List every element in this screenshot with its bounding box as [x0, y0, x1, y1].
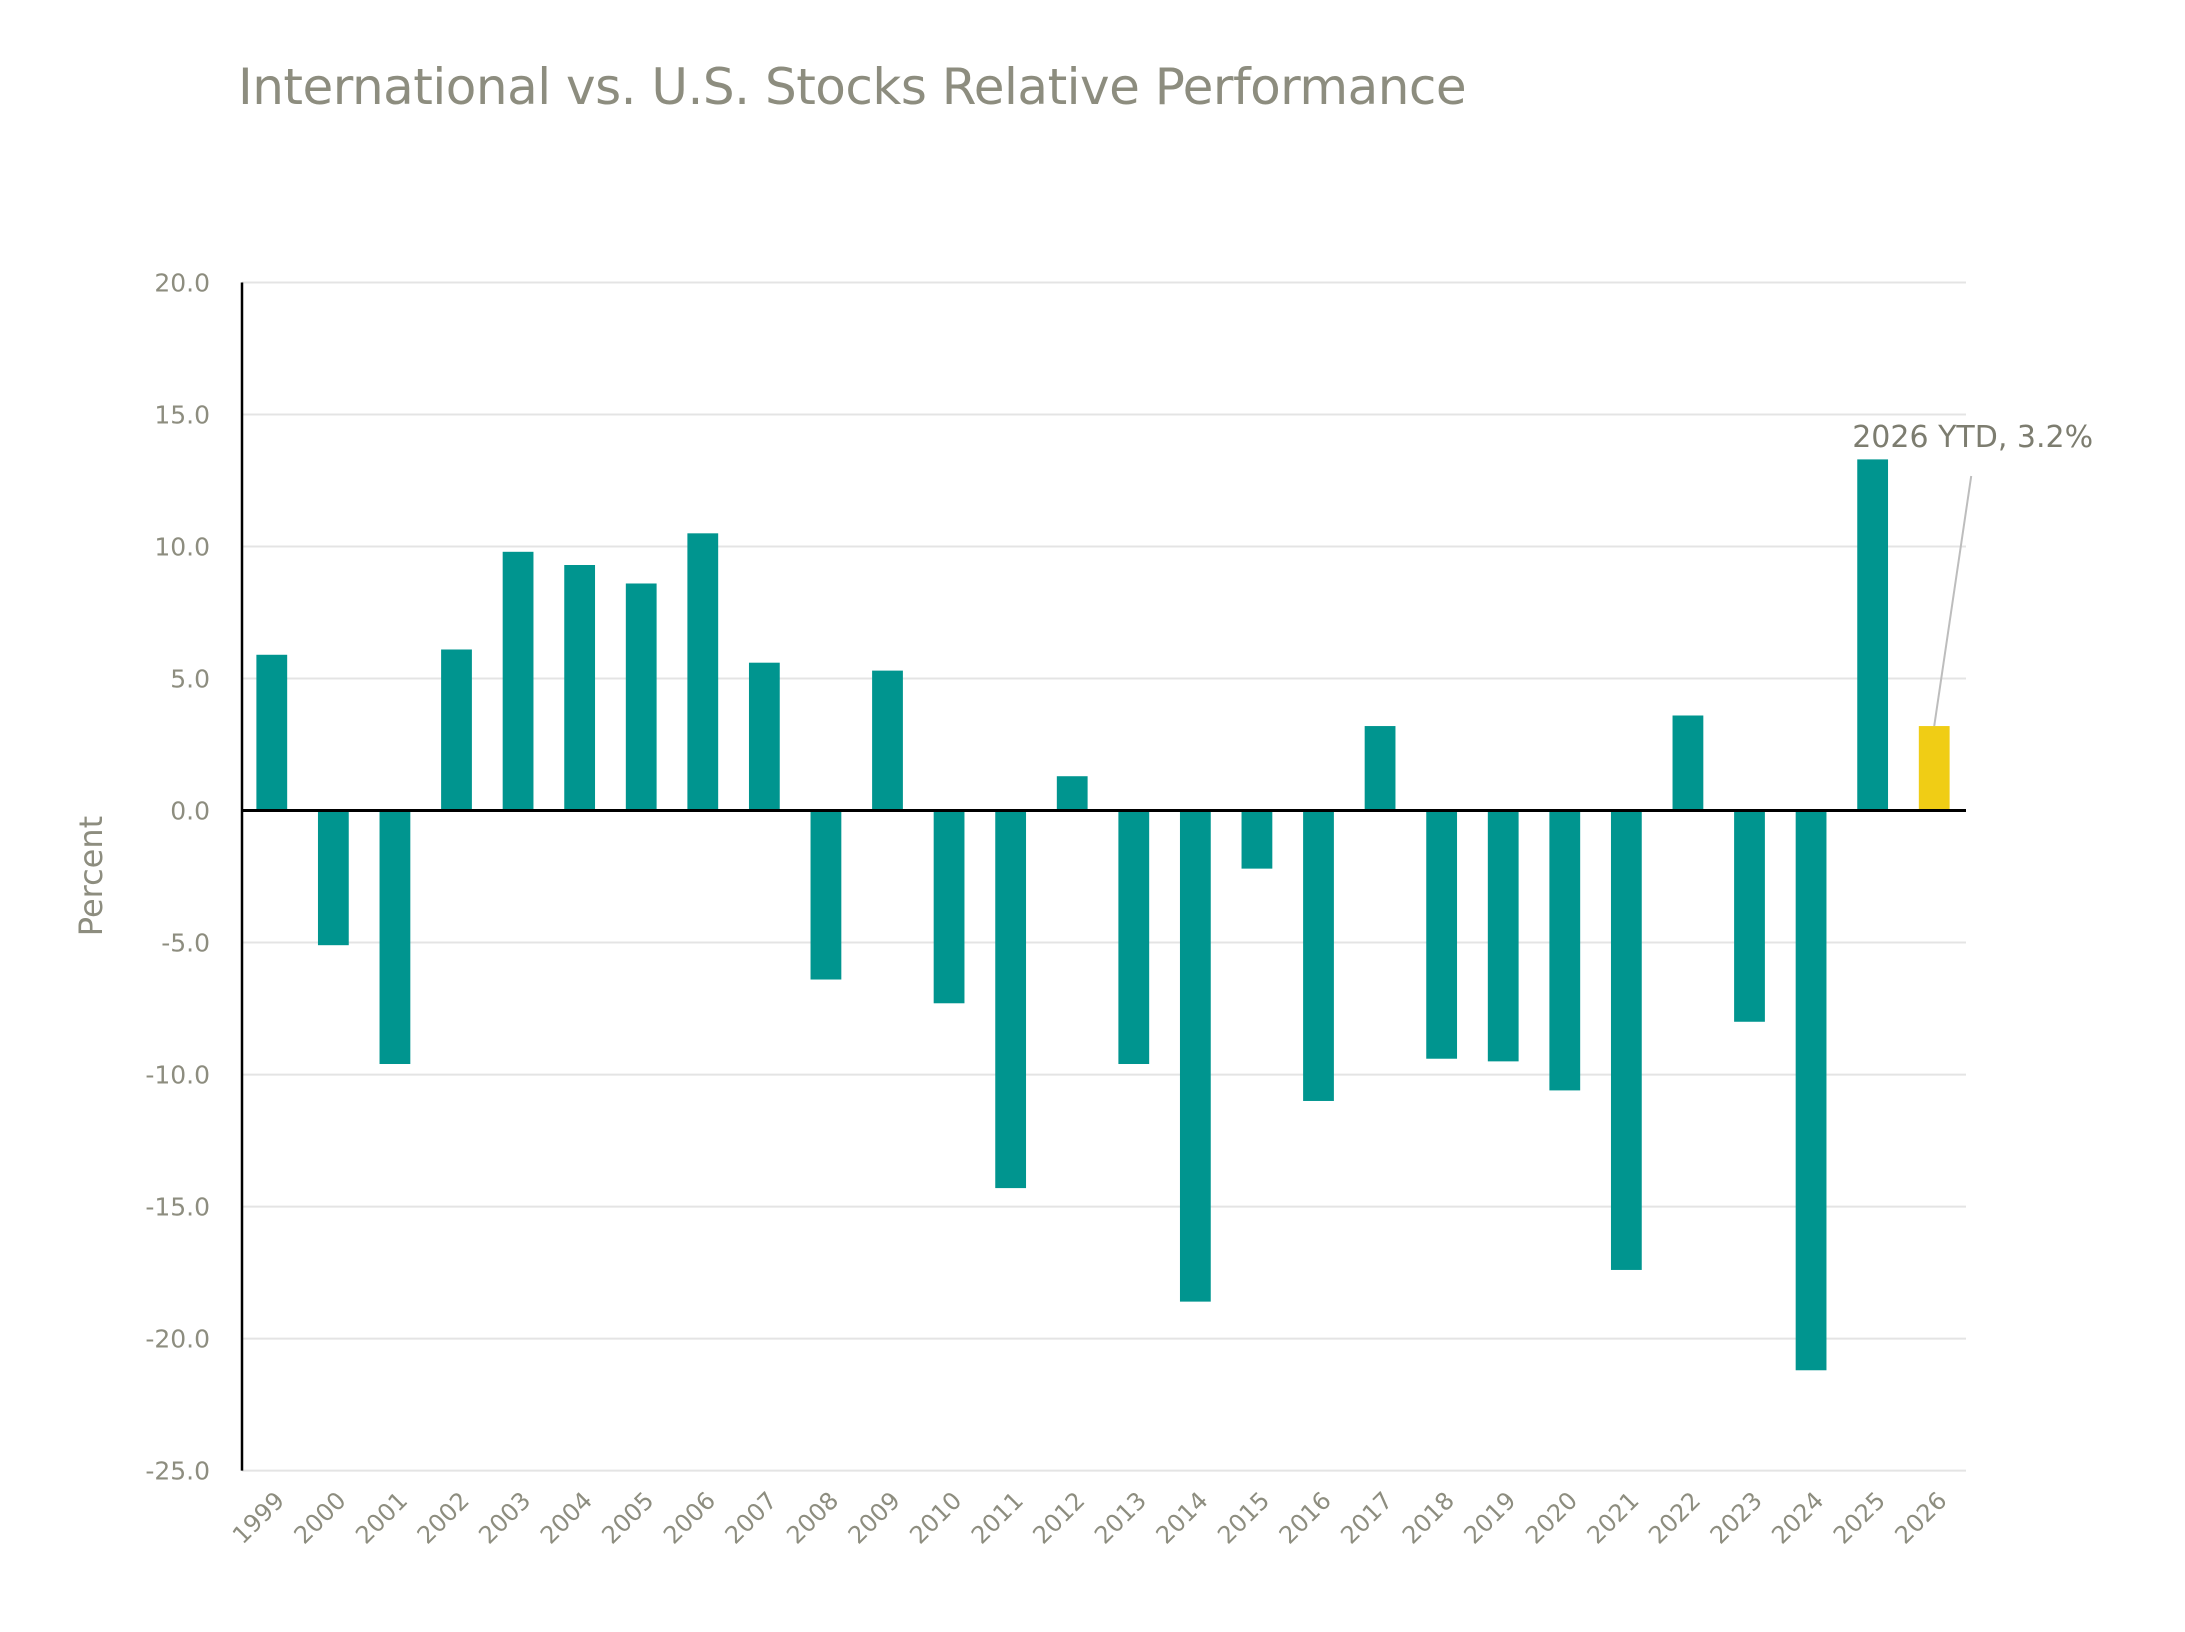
x-tick-label: 2019 [1458, 1486, 1521, 1549]
bar-2013 [1118, 810, 1150, 1065]
bar-2004 [564, 565, 596, 811]
y-tick-label: 15.0 [154, 401, 210, 430]
x-tick-label: 2026 [1889, 1486, 1952, 1549]
y-axis-ticks: 20.0 15.0 10.0 5.0 0.0 -5.0 -10.0 -15.0 -20.0 -25… [145, 269, 210, 1486]
x-tick-label: 2009 [843, 1486, 906, 1549]
x-tick-label: 2001 [350, 1486, 413, 1549]
x-tick-label: 2018 [1397, 1486, 1460, 1549]
bar-2017 [1364, 726, 1396, 811]
bar-2008 [810, 810, 842, 980]
x-tick-label: 2020 [1520, 1486, 1583, 1549]
x-tick-label: 2023 [1705, 1486, 1768, 1549]
y-tick-label: -5.0 [161, 929, 210, 958]
y-tick-label: 10.0 [154, 533, 210, 562]
x-tick-label: 2024 [1766, 1486, 1829, 1549]
x-tick-label: 2002 [412, 1486, 475, 1549]
bar-2009 [872, 670, 903, 811]
x-tick-label: 2022 [1643, 1486, 1706, 1549]
x-tick-label: 2012 [1027, 1486, 1090, 1549]
bar-2006 [687, 533, 719, 811]
x-tick-label: 2006 [658, 1486, 721, 1549]
bar-2026 [1918, 726, 1950, 811]
bar-2022 [1672, 715, 1704, 811]
bar-2014 [1179, 810, 1211, 1302]
annotation-label: 2026 YTD, 3.2% [1852, 420, 2093, 455]
bar-2021 [1610, 810, 1642, 1270]
x-tick-label: 2005 [596, 1486, 659, 1549]
x-tick-label: 1999 [227, 1486, 290, 1549]
bar-2023 [1734, 810, 1765, 1022]
bar-2005 [625, 583, 657, 811]
y-tick-label: -25.0 [145, 1457, 210, 1486]
chart-title: International vs. U.S. Stocks Relative P… [238, 58, 1467, 116]
x-tick-label: 2000 [289, 1486, 352, 1549]
bar-2010 [933, 810, 965, 1004]
x-tick-label: 2013 [1089, 1486, 1152, 1549]
bars [256, 459, 1950, 1371]
x-axis-ticks: 1999200020012002200320042005200620072008… [227, 1486, 1952, 1549]
bar-2003 [502, 551, 534, 811]
y-tick-label: -10.0 [145, 1061, 210, 1090]
x-tick-label: 2003 [473, 1486, 536, 1549]
x-tick-label: 2021 [1582, 1486, 1645, 1549]
x-tick-label: 2010 [904, 1486, 967, 1549]
x-tick-label: 2014 [1151, 1486, 1214, 1549]
y-axis-title: Percent [72, 816, 110, 936]
annotation-leader-line [1933, 475, 1973, 727]
x-tick-label: 2008 [781, 1486, 844, 1549]
bar-2007 [748, 662, 780, 811]
bar-2011 [995, 810, 1027, 1189]
x-tick-label: 2016 [1274, 1486, 1337, 1549]
y-tick-label: 5.0 [170, 665, 210, 694]
bar-1999 [256, 654, 288, 811]
bar-2001 [379, 810, 411, 1065]
bar-2024 [1795, 810, 1827, 1371]
x-tick-label: 2015 [1212, 1486, 1275, 1549]
gridlines [242, 281, 1966, 1472]
bar-2016 [1303, 810, 1334, 1101]
y-tick-label: 20.0 [154, 269, 210, 298]
x-tick-label: 2007 [720, 1486, 783, 1549]
bar-2015 [1241, 810, 1273, 869]
x-tick-label: 2004 [535, 1486, 598, 1549]
y-tick-label: 0.0 [170, 797, 210, 826]
bar-2000 [317, 810, 349, 946]
bar-2025 [1857, 459, 1889, 811]
y-tick-label: -15.0 [145, 1193, 210, 1222]
x-tick-label: 2011 [966, 1486, 1029, 1549]
bar-2012 [1056, 776, 1088, 811]
bar-2019 [1487, 810, 1519, 1062]
bar-2020 [1549, 810, 1581, 1091]
y-tick-label: -20.0 [145, 1325, 210, 1354]
x-tick-label: 2017 [1335, 1486, 1398, 1549]
bar-2018 [1426, 810, 1458, 1059]
bar-2002 [441, 649, 472, 811]
x-tick-label: 2025 [1828, 1486, 1891, 1549]
